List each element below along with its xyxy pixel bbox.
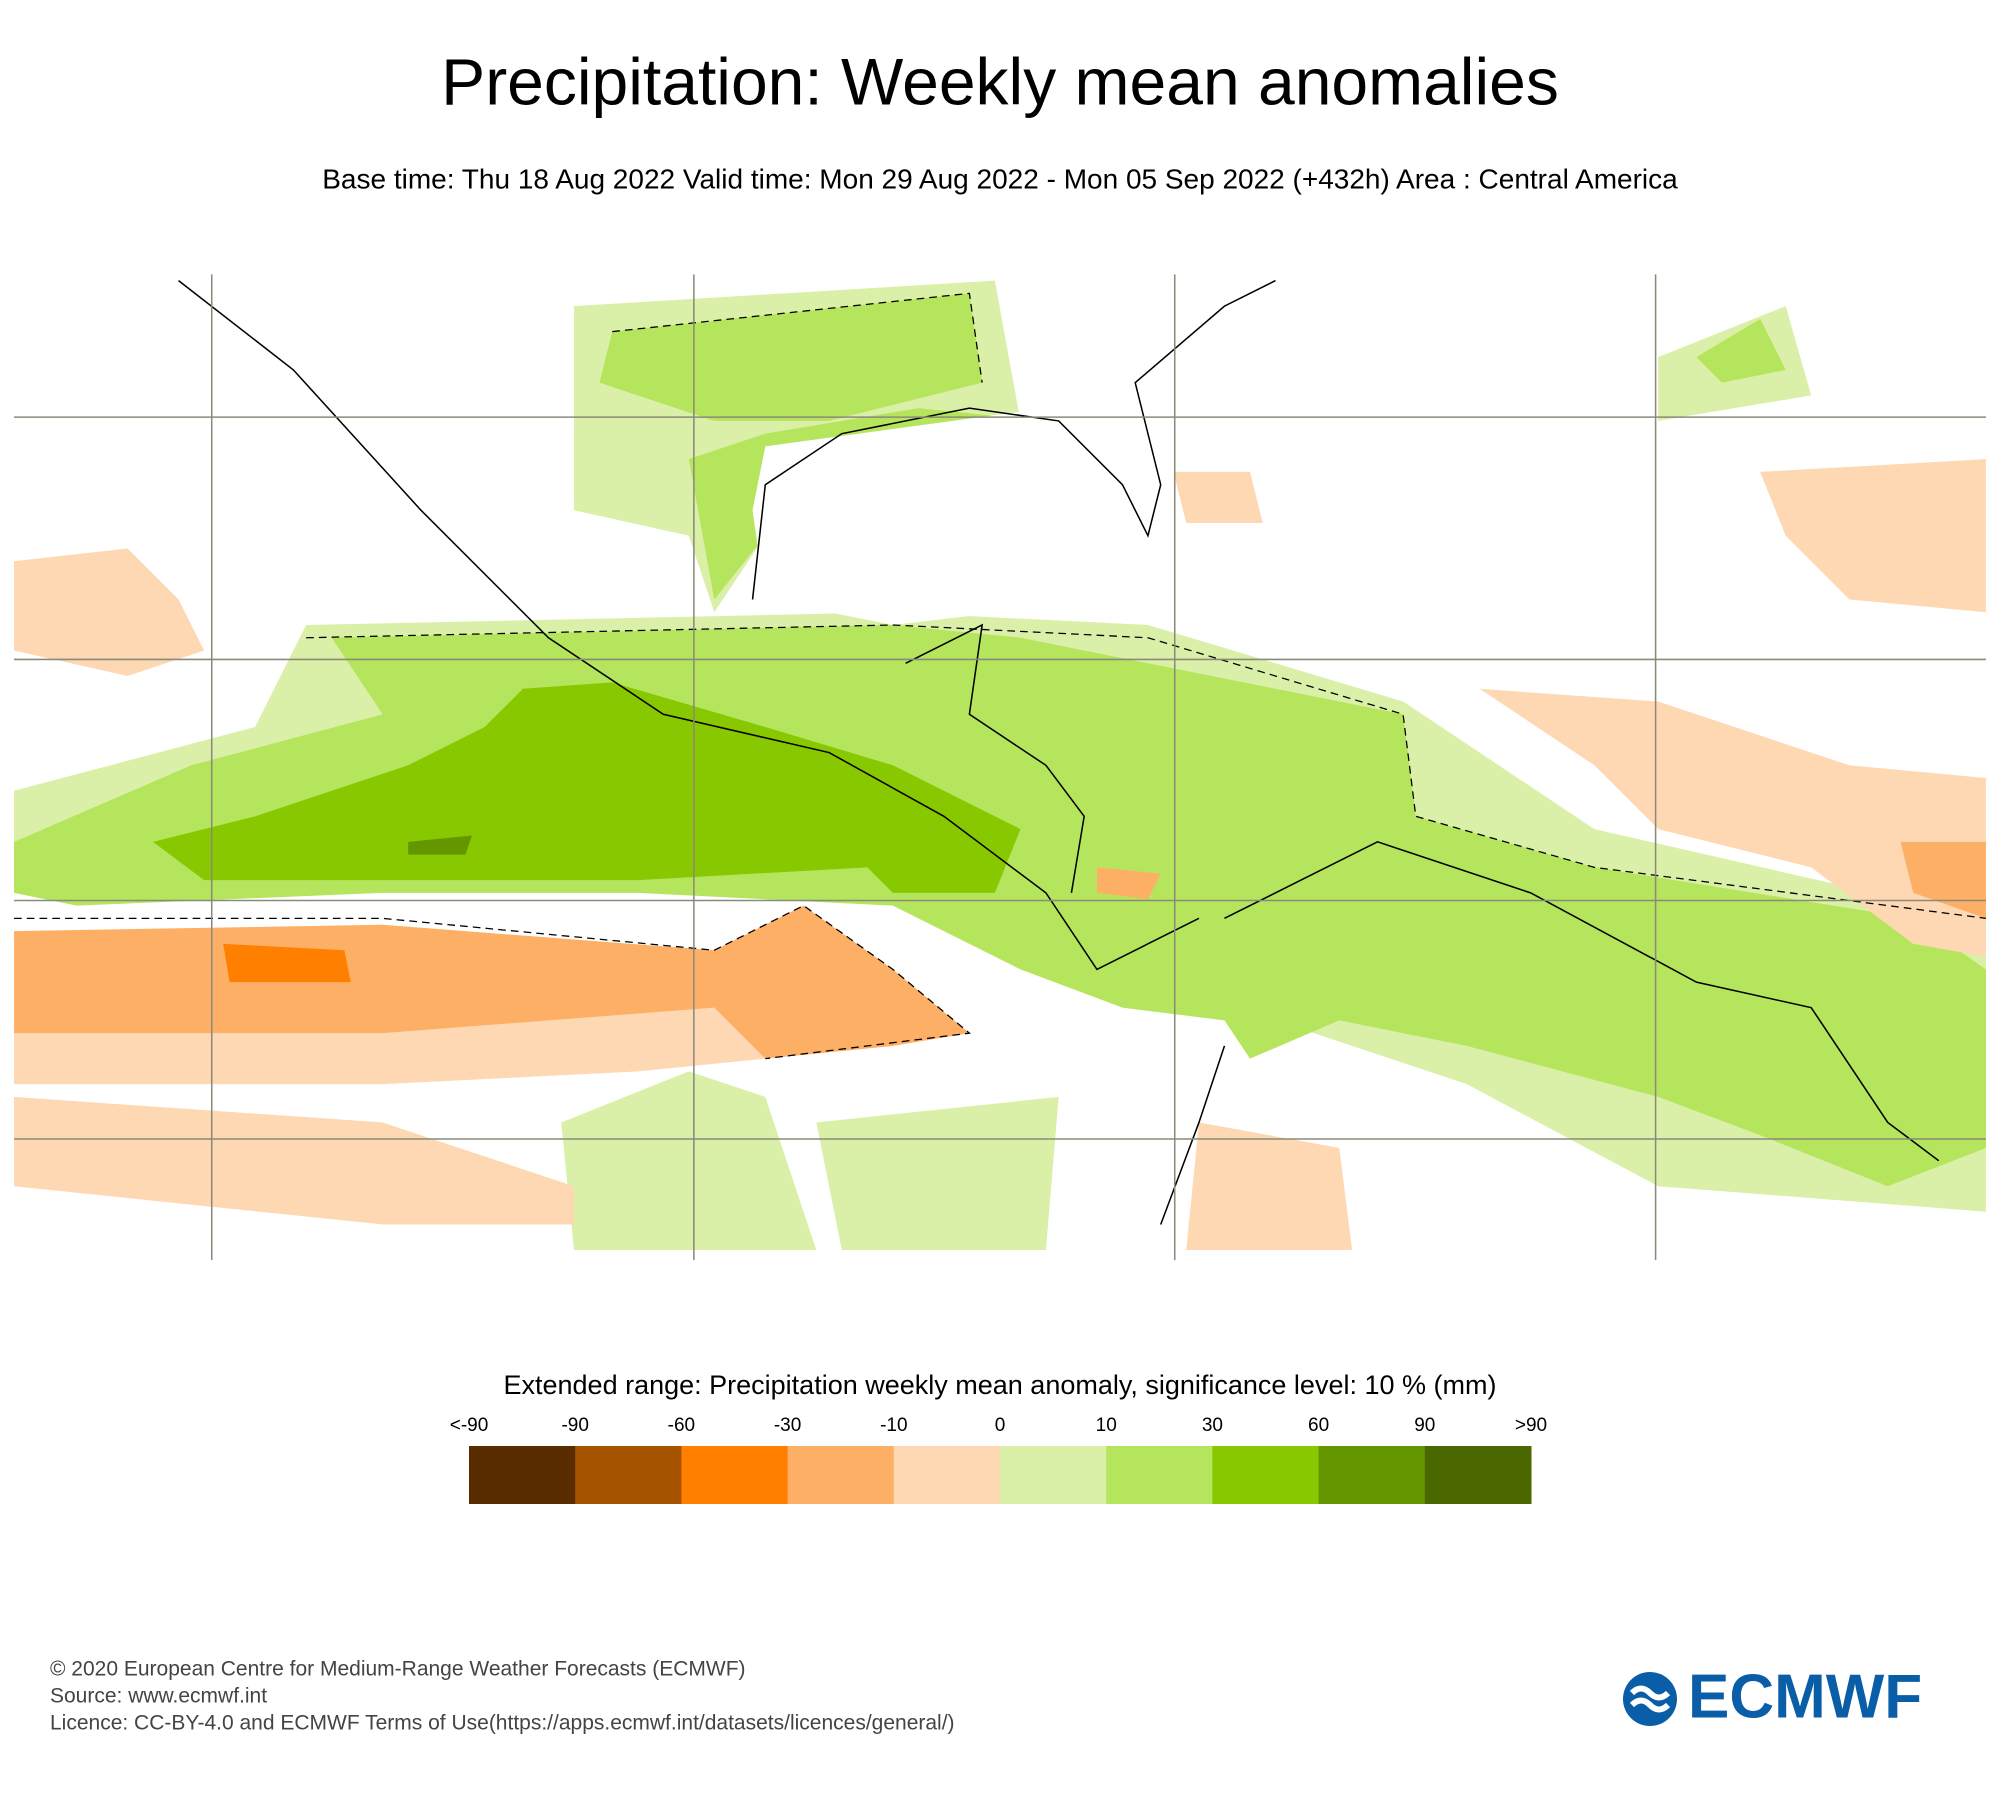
map: [14, 274, 1986, 1261]
legend-tick-label: 90: [1414, 1415, 1435, 1436]
legend-swatch: [575, 1446, 682, 1504]
legend-tick-label: 60: [1308, 1415, 1329, 1436]
legend-tick-label: -60: [668, 1415, 695, 1436]
legend-tick-label: 10: [1096, 1415, 1117, 1436]
legend-swatch: [1318, 1446, 1426, 1504]
legend-tick-label: -30: [774, 1415, 801, 1436]
legend-swatch: [893, 1446, 1001, 1504]
legend-tick-label: 30: [1202, 1415, 1223, 1436]
footer-line: Licence: CC-BY-4.0 and ECMWF Terms of Us…: [50, 1712, 955, 1735]
legend-swatch: [1212, 1446, 1320, 1504]
footer-line: Source: www.ecmwf.int: [50, 1685, 267, 1708]
legend-tick-label: >90: [1515, 1415, 1547, 1436]
footer: © 2020 European Centre for Medium-Range …: [50, 1658, 955, 1735]
legend-title: Extended range: Precipitation weekly mea…: [504, 1370, 1497, 1400]
legend-tick-label: -10: [880, 1415, 907, 1436]
legend-tick-label: 0: [995, 1415, 1006, 1436]
logo: ECMWF: [1623, 1662, 1922, 1731]
legend-swatch: [469, 1446, 576, 1504]
legend-swatch: [1424, 1446, 1532, 1504]
legend-swatch: [1000, 1446, 1107, 1504]
legend-tick-label: -90: [561, 1415, 588, 1436]
legend-swatch: [681, 1446, 789, 1504]
legend-swatch: [787, 1446, 895, 1504]
legend-swatch: [1106, 1446, 1213, 1504]
logo-text: ECMWF: [1688, 1662, 1922, 1731]
title: Precipitation: Weekly mean anomalies: [441, 44, 1559, 118]
legend: <-90 -90 -60 -30 -10 0 10 30 60 90 >90: [450, 1415, 1547, 1504]
legend-tick-label: <-90: [450, 1415, 489, 1436]
subtitle: Base time: Thu 18 Aug 2022 Valid time: M…: [322, 163, 1678, 194]
footer-line: © 2020 European Centre for Medium-Range …: [50, 1658, 746, 1681]
